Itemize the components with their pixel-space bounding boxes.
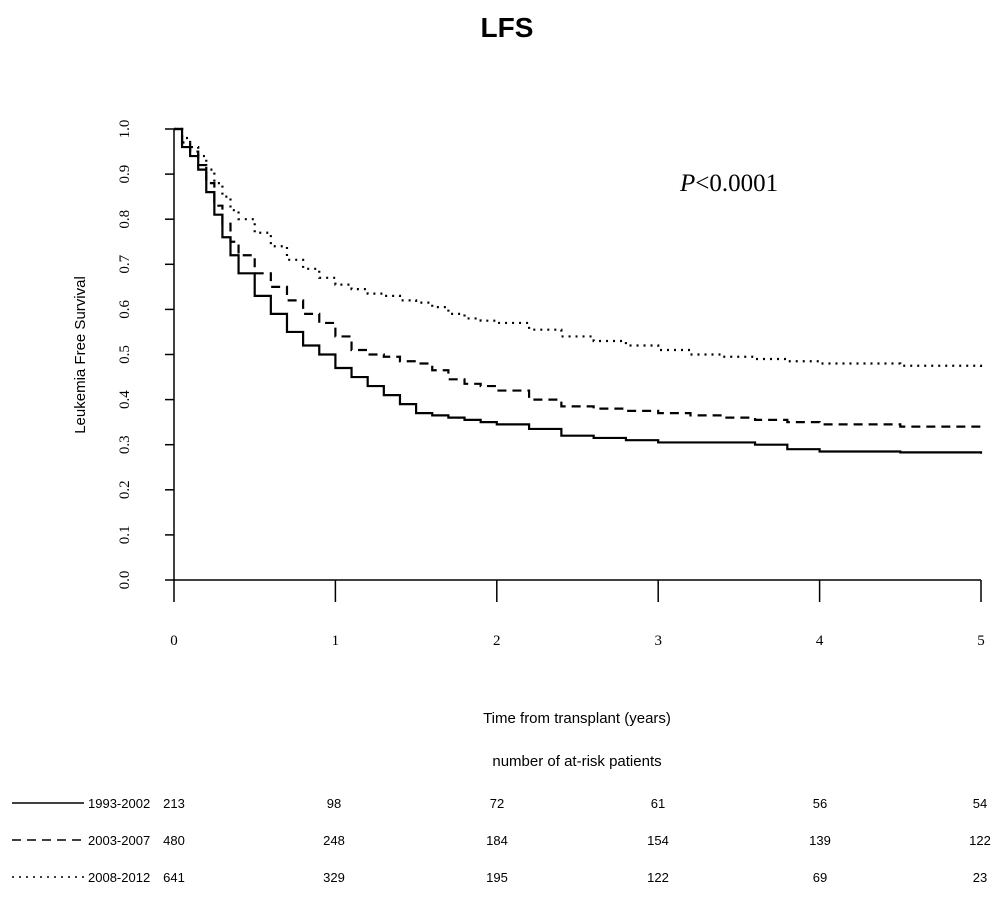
at-risk-table: 1993-2002 213 98 72 61 56 54 2003-2007 480 248 184… xyxy=(12,796,991,885)
y-tick-label: 0.5 xyxy=(117,345,133,364)
y-tick-label: 0.4 xyxy=(117,390,133,409)
at-risk-count: 248 xyxy=(323,833,345,848)
y-tick-label: 0.1 xyxy=(117,526,133,545)
y-tick-label: 0.8 xyxy=(117,210,133,229)
y-tick-label: 0.0 xyxy=(117,571,133,590)
x-tick-label: 0 xyxy=(170,633,178,649)
y-axis-label: Leukemia Free Survival xyxy=(72,276,89,434)
y-tick-label: 0.9 xyxy=(117,165,133,184)
at-risk-count: 480 xyxy=(163,833,185,848)
x-tick-label: 5 xyxy=(977,633,985,649)
p-value-italic: P xyxy=(679,170,695,197)
series-line-1993-2002 xyxy=(174,127,983,454)
at-risk-count: 69 xyxy=(813,870,827,885)
at-risk-count: 329 xyxy=(323,870,345,885)
at-risk-count: 139 xyxy=(809,833,831,848)
at-risk-count: 23 xyxy=(973,870,987,885)
at-risk-count: 184 xyxy=(486,833,508,848)
at-risk-row-label: 1993-2002 xyxy=(88,796,150,811)
p-value-rest: <0.0001 xyxy=(695,170,778,197)
series-line-2003-2007 xyxy=(174,127,983,429)
survival-curves xyxy=(174,127,983,454)
y-tick-label: 0.2 xyxy=(117,480,133,499)
chart-title: LFS xyxy=(481,12,534,43)
x-tick-label: 1 xyxy=(332,633,340,649)
at-risk-count: 56 xyxy=(813,796,827,811)
x-tick-label: 4 xyxy=(816,633,824,649)
at-risk-count: 122 xyxy=(647,870,669,885)
at-risk-count: 98 xyxy=(327,796,341,811)
y-tick-label: 1.0 xyxy=(117,120,133,139)
at-risk-count: 641 xyxy=(163,870,185,885)
axes: 0.0 0.1 0.2 0.3 0.4 0.5 0.6 0.7 0.8 0.9 1.0 0 1 2 3 4 5 xyxy=(117,120,985,649)
p-value-annotation: P<0.0001 xyxy=(679,170,778,197)
y-tick-label: 0.7 xyxy=(117,254,133,273)
at-risk-count: 195 xyxy=(486,870,508,885)
at-risk-count: 61 xyxy=(651,796,665,811)
x-tick-label: 3 xyxy=(654,633,662,649)
x-axis-label: Time from transplant (years) xyxy=(483,710,671,727)
y-tick-label: 0.6 xyxy=(117,300,133,319)
at-risk-row-label: 2003-2007 xyxy=(88,833,150,848)
at-risk-count: 122 xyxy=(969,833,991,848)
at-risk-row-label: 2008-2012 xyxy=(88,870,150,885)
at-risk-count: 154 xyxy=(647,833,669,848)
at-risk-count: 72 xyxy=(490,796,504,811)
x-tick-label: 2 xyxy=(493,633,501,649)
at-risk-count: 213 xyxy=(163,796,185,811)
at-risk-title: number of at-risk patients xyxy=(492,753,661,770)
y-tick-label: 0.3 xyxy=(117,435,133,454)
at-risk-count: 54 xyxy=(973,796,987,811)
